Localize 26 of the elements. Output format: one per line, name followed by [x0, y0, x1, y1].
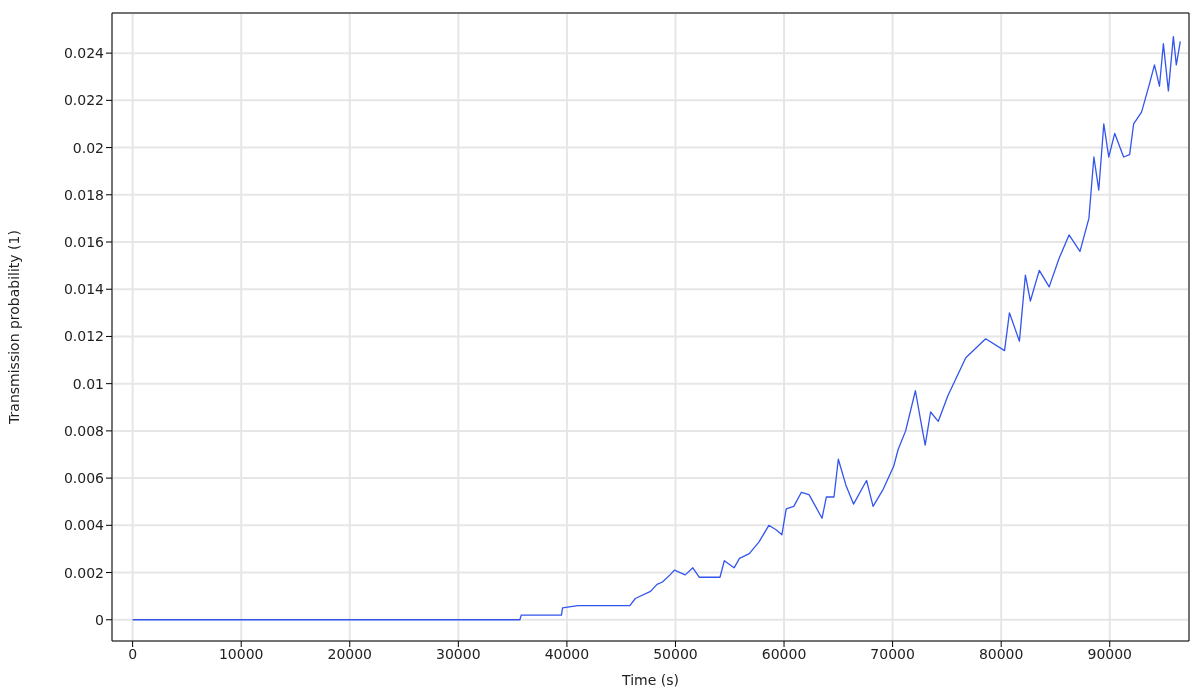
x-tick-label: 60000 [761, 645, 807, 662]
x-tick-label: 50000 [653, 645, 698, 662]
y-tick-label: 0.012 [63, 328, 104, 345]
y-tick-label: 0.016 [63, 233, 105, 250]
y-tick-label: 0.018 [63, 186, 104, 203]
y-tick-label: 0.022 [63, 92, 104, 109]
y-tick-label: 0.008 [63, 422, 104, 439]
y-tick-label: 0.02 [72, 139, 104, 156]
y-tick-label: 0.004 [63, 517, 105, 534]
x-tick-label: 10000 [218, 645, 264, 662]
y-tick-label: 0.024 [63, 45, 105, 62]
x-tick-label: 30000 [436, 645, 481, 662]
y-tick-label: 0.014 [63, 281, 105, 298]
y-tick-label: 0.002 [63, 564, 104, 581]
y-tick-label: 0 [95, 611, 104, 628]
x-tick-label: 20000 [327, 645, 373, 662]
x-tick-label: 0 [128, 645, 138, 662]
x-axis-title: Time (s) [621, 672, 679, 688]
y-tick-label: 0.006 [63, 470, 105, 487]
x-tick-label: 70000 [870, 645, 915, 662]
x-tick-label: 80000 [978, 645, 1024, 662]
x-tick-label: 40000 [544, 645, 590, 662]
line-series [131, 35, 1181, 621]
x-tick-label: 90000 [1087, 645, 1133, 662]
y-axis-title: Transmission probability (1) [5, 230, 22, 425]
y-tick-label: 0.01 [72, 375, 104, 392]
